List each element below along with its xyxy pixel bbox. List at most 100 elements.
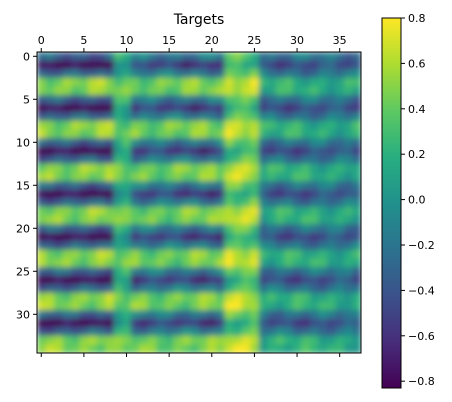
- heatmap-cell: [326, 284, 337, 294]
- heatmap-cell: [335, 267, 345, 277]
- heatmap-cell: [173, 146, 183, 156]
- heatmap-cell: [147, 86, 157, 96]
- heatmap-cell: [343, 129, 354, 139]
- heatmap-cell: [216, 318, 226, 328]
- heatmap-cell: [164, 189, 175, 199]
- heatmap-cell: [37, 249, 47, 259]
- heatmap-cell: [250, 146, 260, 156]
- heatmap-cell: [79, 284, 89, 294]
- heatmap-cell: [233, 344, 243, 353]
- heatmap-cell: [224, 77, 234, 87]
- heatmap-cell: [147, 198, 157, 208]
- heatmap-cell: [318, 318, 328, 328]
- heatmap-cell: [71, 224, 81, 234]
- heatmap-cell: [54, 52, 64, 62]
- heatmap-cell: [96, 172, 106, 182]
- heatmap-cell: [301, 318, 311, 328]
- heatmap-cell: [207, 86, 217, 96]
- heatmap-cell: [113, 120, 123, 130]
- heatmap-cell: [190, 77, 200, 87]
- heatmap-cell: [79, 95, 89, 105]
- heatmap-cell: [258, 215, 268, 225]
- heatmap-cell: [326, 310, 337, 320]
- heatmap-cell: [267, 95, 277, 105]
- heatmap-cell: [199, 146, 209, 156]
- heatmap-cell: [79, 327, 89, 337]
- heatmap-cell: [275, 120, 285, 130]
- heatmap-cell: [113, 292, 123, 302]
- heatmap-cell: [88, 146, 98, 156]
- heatmap-cell: [292, 258, 302, 268]
- heatmap-cell: [352, 267, 361, 277]
- heatmap-cell: [147, 129, 157, 139]
- heatmap-cell: [181, 344, 192, 353]
- heatmap-cell: [326, 52, 337, 62]
- heatmap-cell: [88, 95, 98, 105]
- heatmap-cell: [284, 95, 294, 105]
- heatmap-cell: [79, 206, 89, 216]
- heatmap-cell: [88, 198, 98, 208]
- heatmap-cell: [190, 198, 200, 208]
- heatmap-cell: [164, 284, 175, 294]
- heatmap-cell: [267, 129, 277, 139]
- heatmap-cell: [54, 181, 64, 191]
- heatmap-cell: [292, 52, 302, 62]
- heatmap-cell: [301, 258, 311, 268]
- heatmap-cell: [301, 69, 311, 79]
- heatmap-cell: [292, 163, 302, 173]
- heatmap-cell: [275, 112, 285, 122]
- heatmap-cell: [71, 69, 81, 79]
- heatmap-cell: [250, 318, 260, 328]
- heatmap-cell: [54, 310, 64, 320]
- heatmap-cell: [216, 198, 226, 208]
- heatmap-cell: [88, 344, 98, 353]
- heatmap-cell: [258, 172, 268, 182]
- heatmap-cell: [54, 198, 64, 208]
- heatmap-cell: [105, 198, 115, 208]
- heatmap-cell: [352, 120, 361, 130]
- heatmap-cell: [326, 249, 337, 259]
- heatmap-cell: [45, 172, 55, 182]
- heatmap-cell: [62, 224, 72, 234]
- heatmap-cell: [79, 344, 89, 353]
- heatmap-cell: [267, 181, 277, 191]
- heatmap-cell: [190, 52, 200, 62]
- heatmap-cell: [173, 120, 183, 130]
- heatmap-cell: [88, 215, 98, 225]
- heatmap-cell: [37, 224, 47, 234]
- heatmap-cell: [275, 189, 285, 199]
- heatmap-cell: [343, 224, 354, 234]
- heatmap-cell: [164, 206, 175, 216]
- heatmap-cell: [88, 129, 98, 139]
- heatmap-cell: [241, 95, 251, 105]
- heatmap-cell: [250, 206, 260, 216]
- heatmap-cell: [326, 60, 337, 70]
- heatmap-cell: [147, 215, 157, 225]
- heatmap-cell: [258, 310, 268, 320]
- heatmap-cell: [224, 241, 234, 251]
- heatmap-cell: [156, 60, 166, 70]
- heatmap-cell: [318, 138, 328, 148]
- heatmap-cell: [301, 60, 311, 70]
- heatmap-cell: [301, 327, 311, 337]
- heatmap-cell: [199, 232, 209, 242]
- heatmap-cell: [275, 163, 285, 173]
- heatmap-cell: [301, 103, 311, 113]
- heatmap-cell: [241, 224, 251, 234]
- heatmap-cell: [96, 258, 106, 268]
- heatmap-cell: [216, 224, 226, 234]
- heatmap-cell: [207, 275, 217, 285]
- heatmap-cell: [241, 241, 251, 251]
- heatmap-cell: [250, 138, 260, 148]
- heatmap-cell: [241, 60, 251, 70]
- heatmap-cell: [113, 241, 123, 251]
- heatmap-cell: [207, 292, 217, 302]
- heatmap-cell: [258, 327, 268, 337]
- heatmap-cell: [352, 224, 361, 234]
- heatmap-cell: [207, 155, 217, 165]
- heatmap-cell: [284, 301, 294, 311]
- heatmap-cell: [96, 86, 106, 96]
- heatmap-cell: [88, 181, 98, 191]
- heatmap-cell: [130, 172, 140, 182]
- heatmap-cell: [147, 344, 157, 353]
